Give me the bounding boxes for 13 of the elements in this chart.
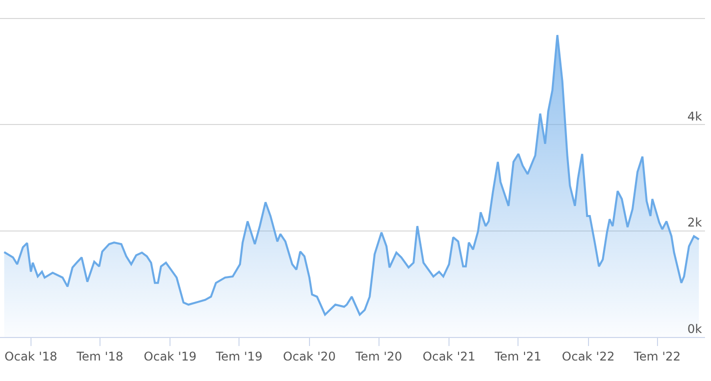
x-tick-label: Tem '18 (76, 349, 124, 364)
y-tick-label: 2k (687, 216, 702, 230)
x-tick-label: Ocak '18 (4, 349, 58, 364)
x-tick-label: Tem '22 (632, 349, 681, 364)
x-tick-label: Ocak '20 (283, 349, 336, 364)
x-tick-label: Tem '21 (494, 349, 542, 364)
x-tick-label: Tem '19 (214, 349, 263, 364)
y-tick-label: 0k (687, 322, 702, 336)
x-tick-label: Ocak '19 (144, 349, 197, 364)
x-tick-label: Ocak '21 (422, 349, 476, 364)
x-tick-label: Ocak '22 (562, 349, 615, 364)
y-tick-label: 4k (687, 110, 702, 124)
x-tick-label: Tem '20 (354, 349, 402, 364)
